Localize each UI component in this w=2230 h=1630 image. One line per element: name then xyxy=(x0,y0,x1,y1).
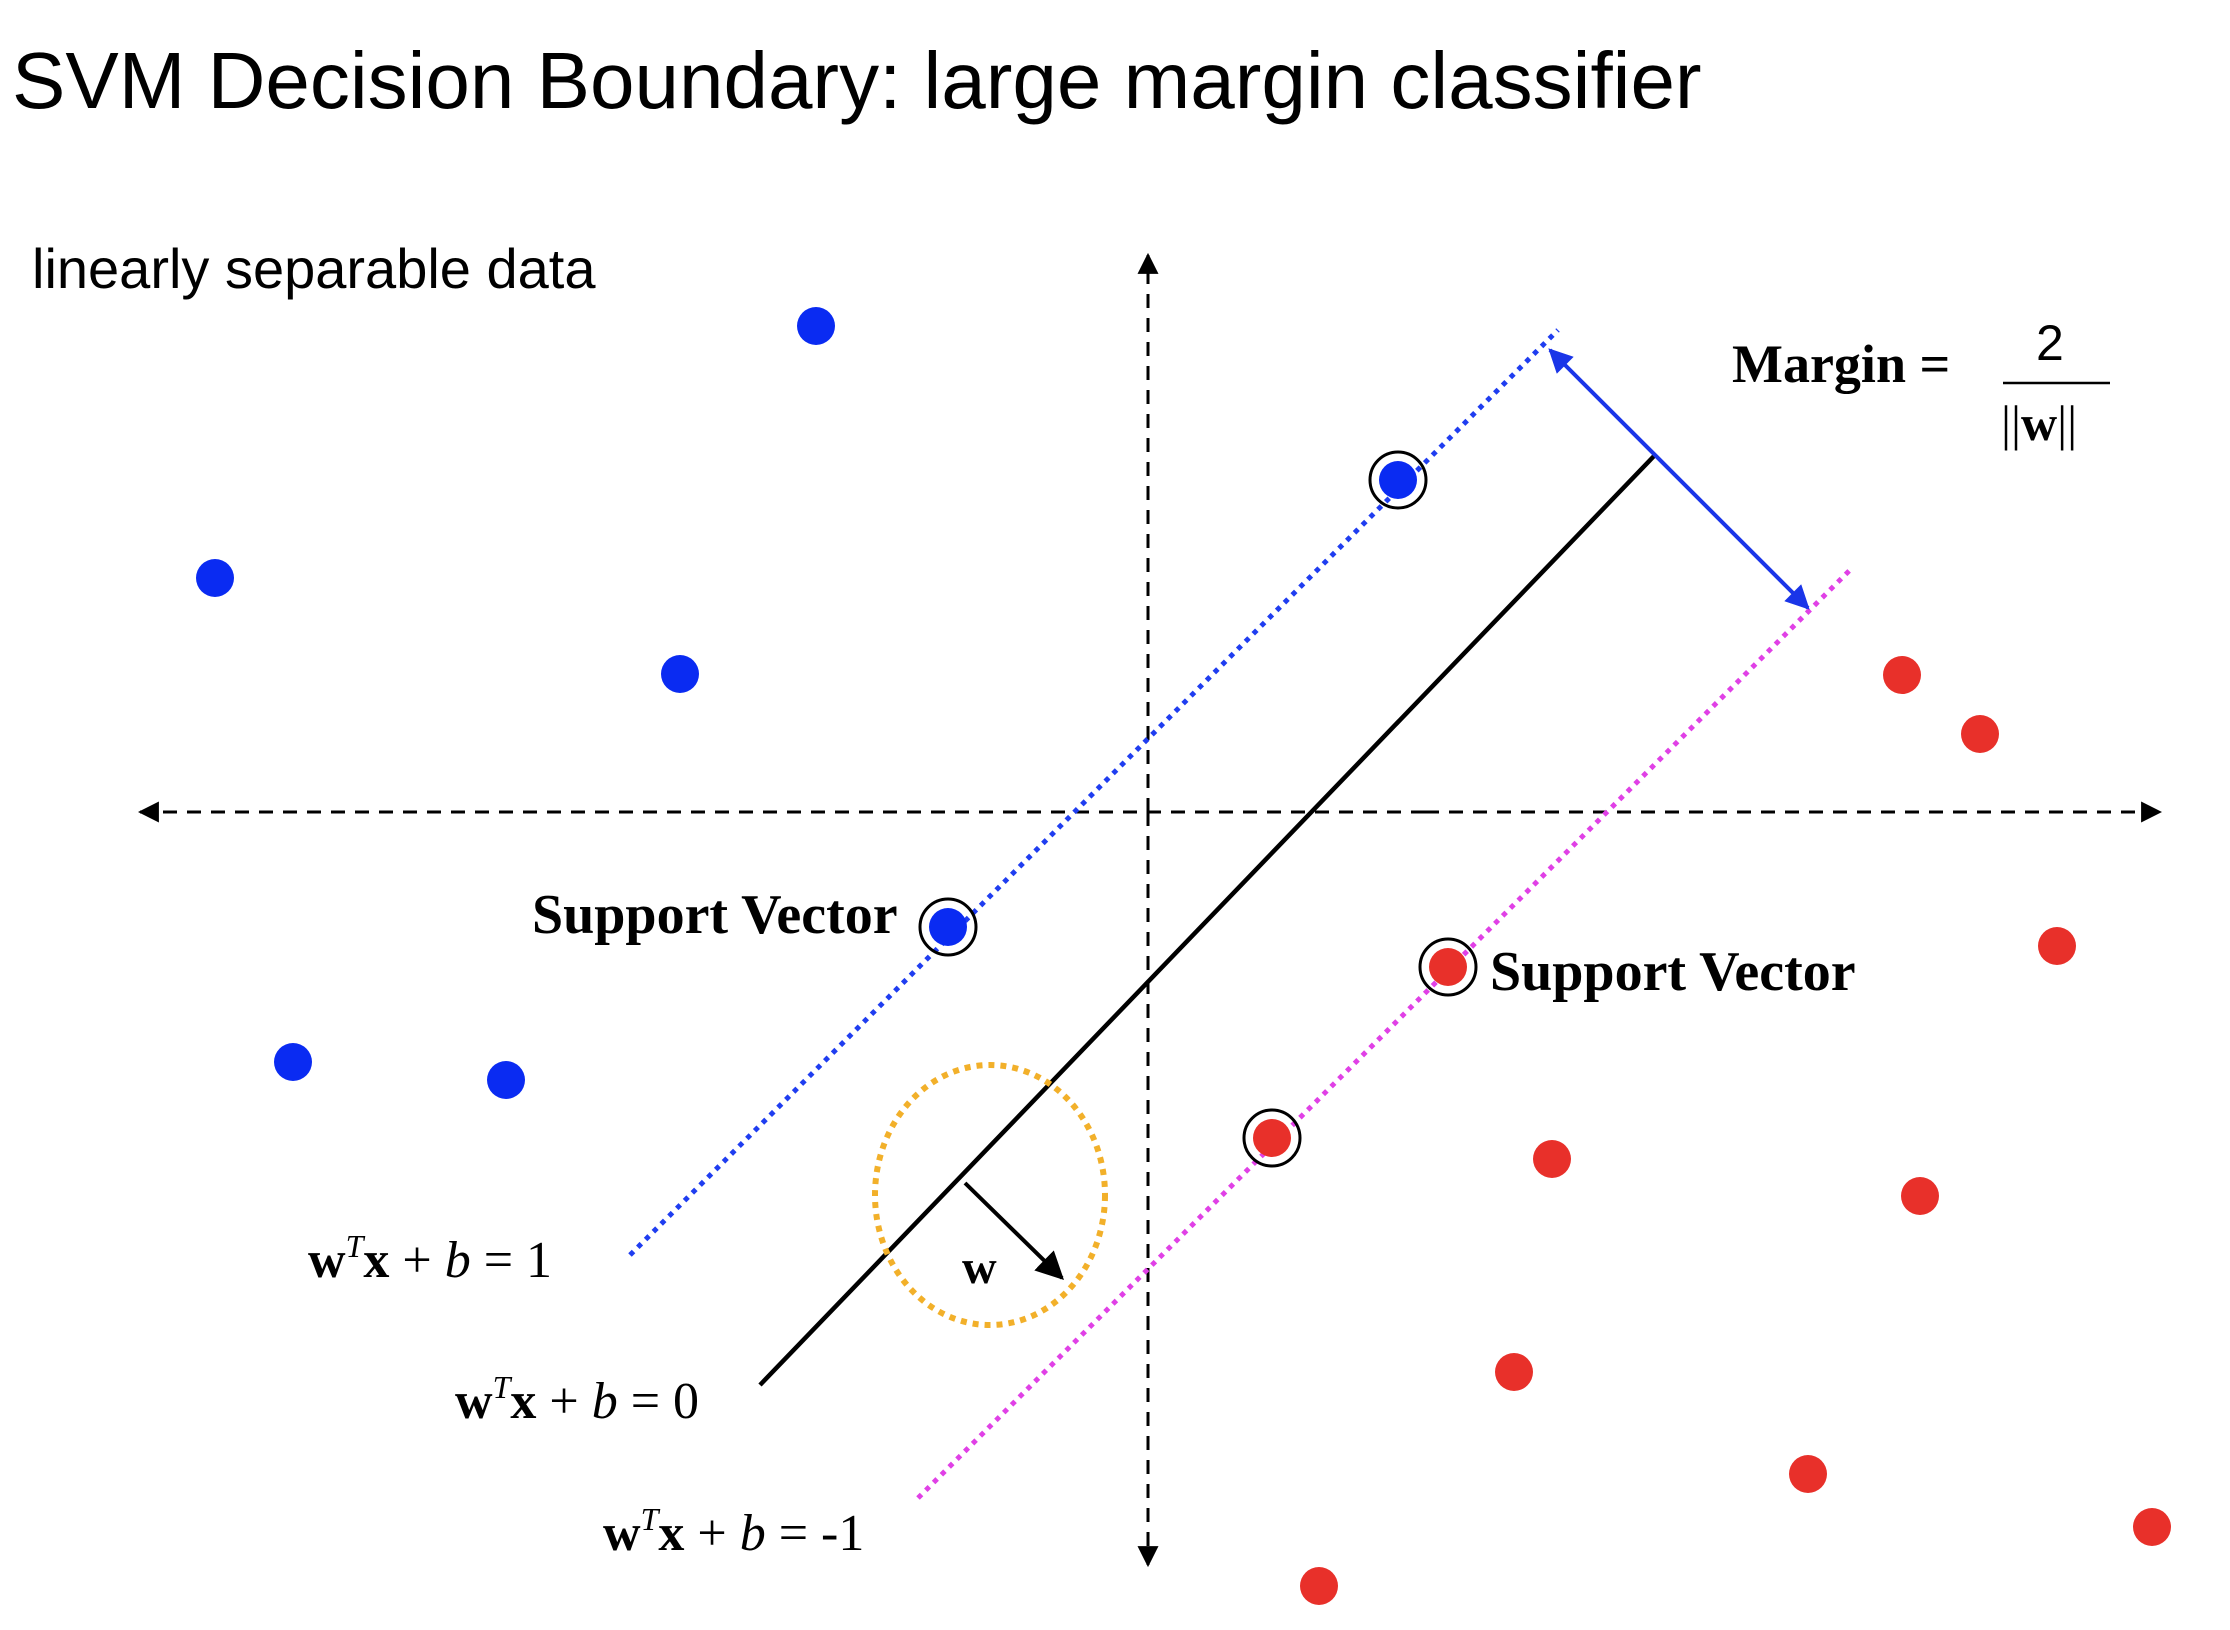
positive-point xyxy=(661,655,699,693)
negative-support-vector-point xyxy=(1253,1119,1291,1157)
w-highlight-circle xyxy=(872,1062,1108,1328)
positive-point xyxy=(487,1061,525,1099)
support-vector-label-left: Support Vector xyxy=(532,884,898,946)
negative-point xyxy=(2038,927,2076,965)
positive-class-points xyxy=(196,307,1428,1099)
w-vector-arrow xyxy=(963,1181,1065,1280)
positive-margin-line xyxy=(628,328,1560,1257)
negative-point xyxy=(2133,1508,2171,1546)
positive-point xyxy=(797,307,835,345)
equation-positive-margin: wTx + b = 1 xyxy=(308,1228,552,1289)
margin-formula-prefix: Margin = xyxy=(1732,334,1950,394)
negative-point xyxy=(1495,1353,1533,1391)
margin-formula-numerator: 2 xyxy=(2036,315,2064,371)
negative-margin-line xyxy=(916,568,1852,1500)
negative-point xyxy=(1789,1455,1827,1493)
slide-title: SVM Decision Boundary: large margin clas… xyxy=(12,36,1702,125)
support-vector-ring xyxy=(1418,937,1478,997)
negative-point xyxy=(1883,656,1921,694)
positive-support-vector-point xyxy=(929,908,967,946)
support-vector-ring xyxy=(1368,450,1428,510)
w-vector-label: w xyxy=(962,1241,997,1294)
negative-point xyxy=(1961,715,1999,753)
support-vector-ring xyxy=(1242,1108,1302,1168)
support-vector-label-right: Support Vector xyxy=(1490,941,1856,1003)
negative-class-points xyxy=(1242,656,2171,1605)
support-vector-ring xyxy=(918,897,978,957)
positive-support-vector-point xyxy=(1379,461,1417,499)
negative-point xyxy=(1300,1567,1338,1605)
negative-point xyxy=(1901,1177,1939,1215)
positive-point xyxy=(274,1043,312,1081)
positive-point xyxy=(196,559,234,597)
negative-point xyxy=(1533,1140,1571,1178)
margin-arrow xyxy=(1548,348,1810,610)
equation-negative-margin: wTx + b = -1 xyxy=(603,1501,864,1562)
diagram-subtitle: linearly separable data xyxy=(32,237,596,300)
negative-support-vector-point xyxy=(1429,948,1467,986)
equation-decision-boundary: wTx + b = 0 xyxy=(455,1369,699,1430)
margin-formula-denominator: ||w|| xyxy=(2001,395,2077,451)
decision-boundary-line xyxy=(758,453,1657,1387)
